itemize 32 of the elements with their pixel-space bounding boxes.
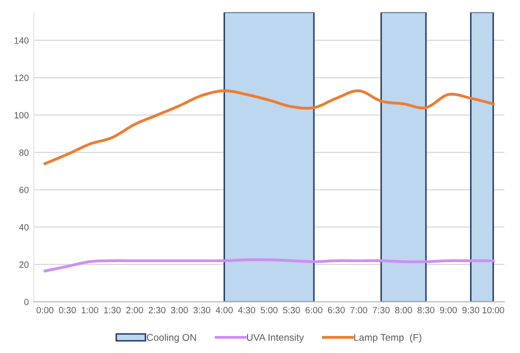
x-tick-label: 4:30 bbox=[238, 306, 256, 314]
x-tick-label: 4:00 bbox=[216, 306, 233, 314]
legend-label: UVA Intensity bbox=[247, 334, 304, 343]
x-tick-label: 1:00 bbox=[82, 306, 98, 314]
x-tick-label: 9:00 bbox=[440, 306, 457, 314]
y-tick-label: 120 bbox=[14, 74, 29, 82]
y-tick-label: 60 bbox=[19, 186, 29, 194]
x-tick-label: 6:00 bbox=[306, 306, 322, 314]
x-tick-label: 8:00 bbox=[395, 306, 412, 314]
y-tick-label: 0 bbox=[24, 298, 29, 306]
x-tick-label: 1:30 bbox=[104, 306, 121, 314]
y-tick-label: 20 bbox=[19, 261, 29, 268]
x-tick-label: 10:00 bbox=[482, 306, 504, 314]
y-tick-label: 40 bbox=[19, 224, 29, 230]
y-tick-label: 80 bbox=[19, 149, 29, 156]
x-tick-label: 0:00 bbox=[36, 306, 54, 314]
x-tick-label: 9:30 bbox=[462, 306, 480, 314]
x-tick-label: 6:30 bbox=[328, 306, 345, 314]
x-tick-label: 8:30 bbox=[418, 306, 434, 314]
x-tick-label: 7:00 bbox=[350, 306, 368, 314]
x-tick-label: 5:00 bbox=[260, 306, 278, 314]
legend-label: Cooling ON bbox=[146, 334, 196, 343]
x-tick-label: 0:30 bbox=[58, 306, 76, 314]
y-tick-label: 100 bbox=[14, 112, 29, 118]
legend-label: Lamp Temp (F) bbox=[354, 334, 422, 343]
x-tick-label: 3:30 bbox=[193, 306, 210, 314]
y-tick-label: 140 bbox=[14, 37, 29, 44]
x-tick-label: 3:00 bbox=[171, 306, 188, 314]
x-tick-label: 2:30 bbox=[148, 306, 166, 314]
x-tick-label: 2:00 bbox=[126, 306, 144, 314]
x-tick-label: 7:30 bbox=[372, 306, 390, 314]
x-tick-label: 5:30 bbox=[283, 306, 300, 314]
